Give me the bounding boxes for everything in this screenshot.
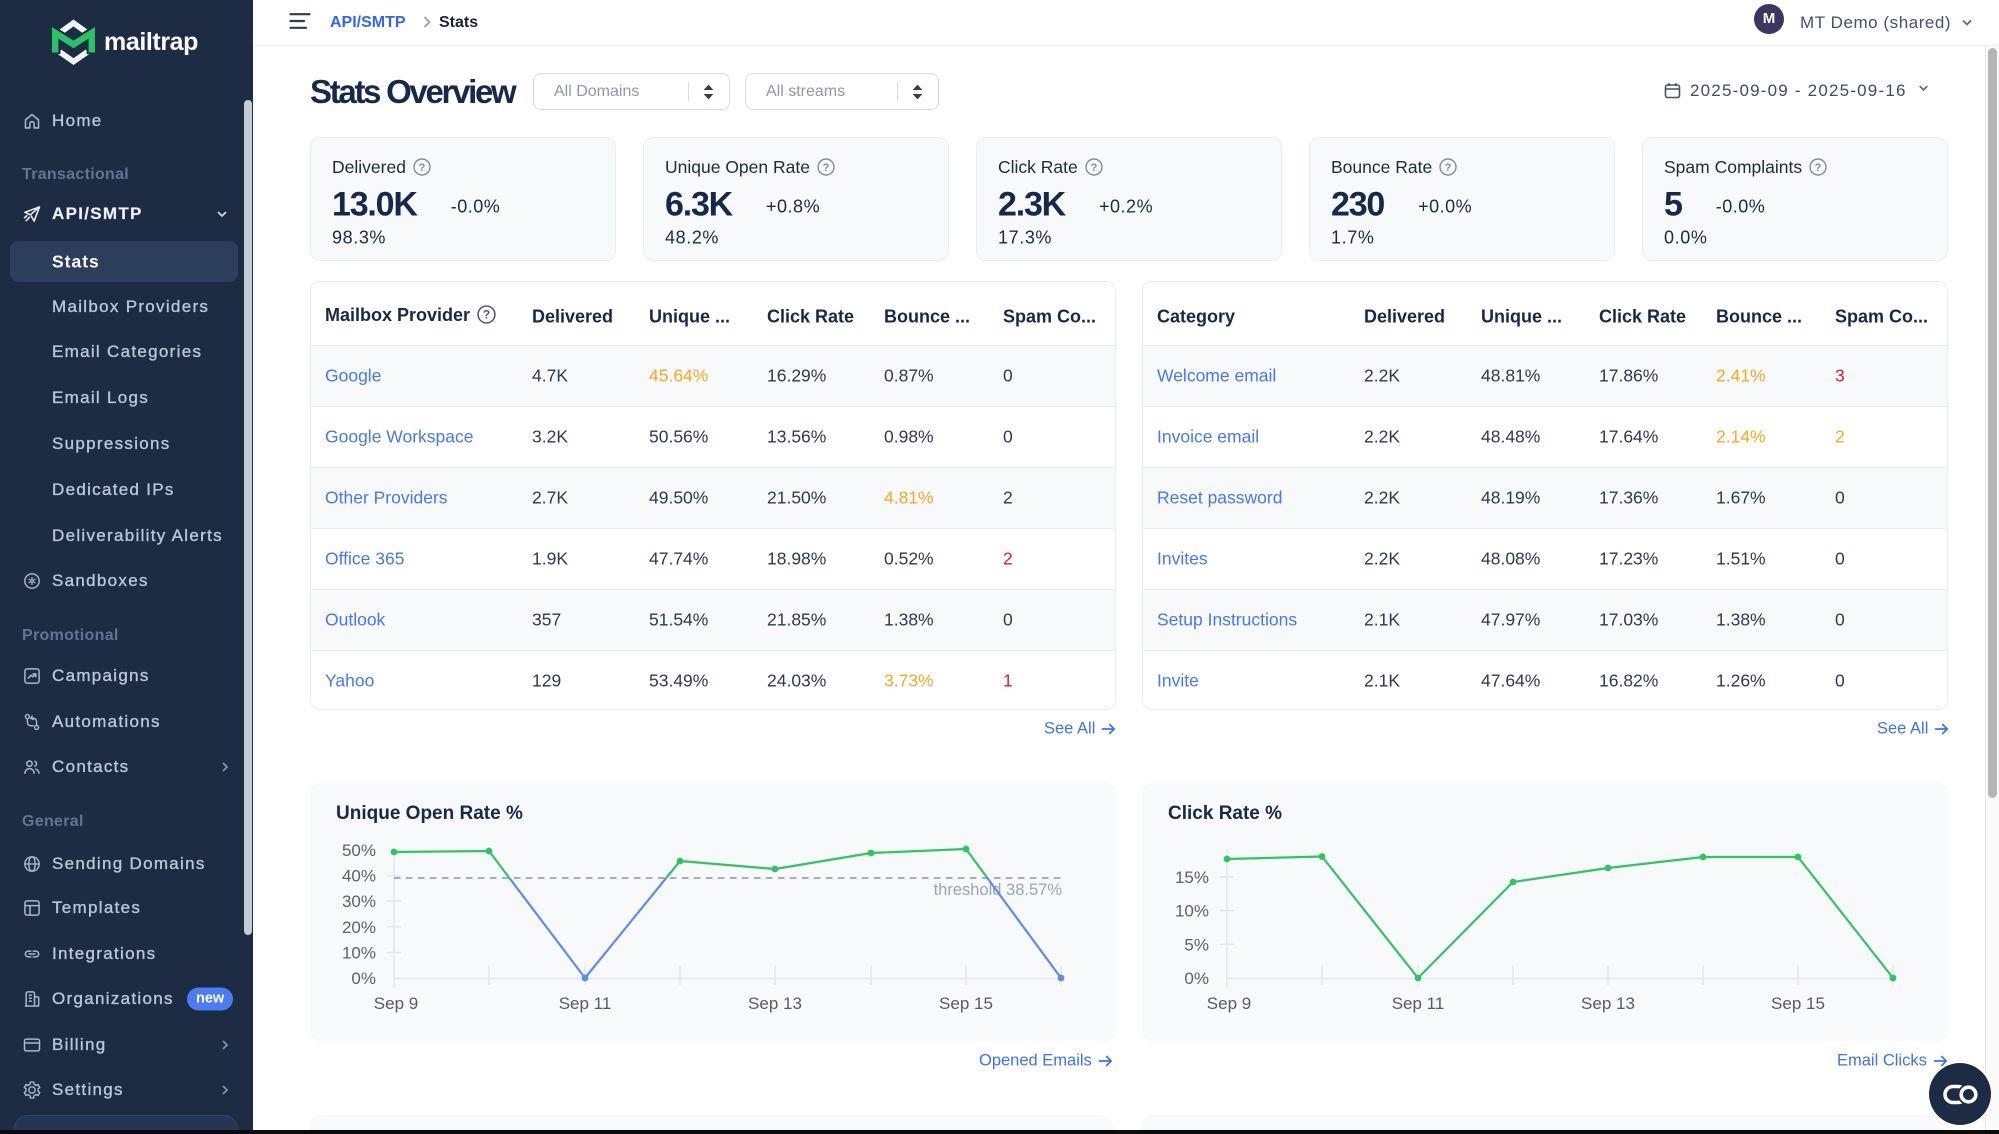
svg-text:Sep 15: Sep 15 bbox=[939, 994, 993, 1013]
svg-text:20%: 20% bbox=[342, 918, 376, 937]
svg-text:0%: 0% bbox=[351, 969, 376, 988]
svg-text:Sep 13: Sep 13 bbox=[748, 994, 802, 1013]
svg-text:Sep 11: Sep 11 bbox=[1392, 994, 1445, 1013]
svg-text:?: ? bbox=[419, 162, 426, 174]
svg-text:10%: 10% bbox=[342, 943, 376, 962]
svg-text:Sep 9: Sep 9 bbox=[1207, 994, 1251, 1013]
svg-text:?: ? bbox=[1090, 162, 1097, 174]
svg-text:Sep 11: Sep 11 bbox=[559, 994, 612, 1013]
svg-text:50%: 50% bbox=[342, 841, 376, 860]
svg-text:5%: 5% bbox=[1184, 935, 1209, 954]
svg-text:Sep 13: Sep 13 bbox=[1581, 994, 1635, 1013]
svg-text:?: ? bbox=[1815, 162, 1822, 174]
svg-text:15%: 15% bbox=[1175, 868, 1209, 887]
svg-text:Sep 9: Sep 9 bbox=[374, 994, 418, 1013]
svg-text:?: ? bbox=[483, 309, 490, 322]
svg-text:?: ? bbox=[1445, 162, 1452, 174]
svg-text:threshold 38.57%: threshold 38.57% bbox=[934, 881, 1063, 899]
svg-text:40%: 40% bbox=[342, 867, 376, 886]
svg-text:30%: 30% bbox=[342, 892, 376, 911]
svg-text:0%: 0% bbox=[1184, 969, 1209, 988]
svg-text:?: ? bbox=[823, 162, 830, 174]
svg-text:10%: 10% bbox=[1175, 902, 1209, 921]
svg-text:Sep 15: Sep 15 bbox=[1771, 994, 1825, 1013]
